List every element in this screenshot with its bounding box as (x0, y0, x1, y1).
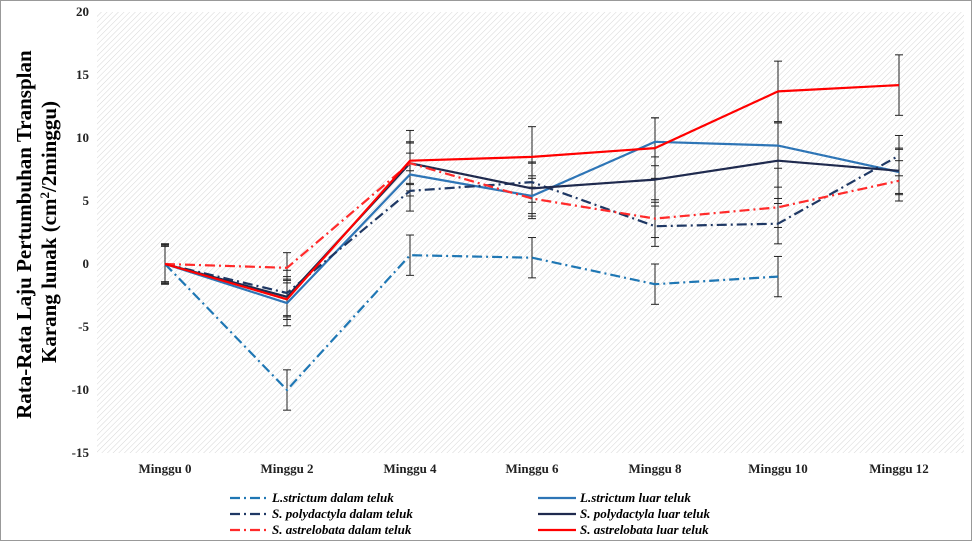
x-tick-label: Minggu 6 (505, 461, 559, 476)
series-line-5 (164, 162, 900, 269)
y-tick-label: -10 (72, 382, 89, 397)
legend: L.strictum dalam teluk L.strictum luar te… (230, 490, 711, 537)
y-tick-label: 20 (76, 4, 89, 19)
x-tick-label: Minggu 8 (628, 461, 682, 476)
y-axis-title-sup: 2 (37, 192, 52, 199)
y-tick-label: -5 (78, 319, 89, 334)
y-tick-label: 0 (83, 256, 90, 271)
series-line-4 (164, 159, 900, 298)
legend-label: S. astrelobata dalam teluk (272, 522, 412, 537)
x-tick-label: Minggu 2 (260, 461, 313, 476)
x-tick-label: Minggu 10 (748, 461, 808, 476)
y-tick-label: 5 (83, 193, 90, 208)
x-tick-label: Minggu 0 (138, 461, 191, 476)
legend-label: S. polydactyla luar teluk (580, 506, 711, 521)
legend-label: S. astrelobata luar teluk (580, 522, 709, 537)
legend-label: S. polydactyla dalam teluk (272, 506, 413, 521)
y-axis-title-line2-prefix: Karang lunak (cm (37, 198, 61, 363)
series-line-1 (164, 254, 779, 392)
legend-label: L.strictum luar teluk (579, 490, 691, 505)
x-tick-label: Minggu 4 (383, 461, 437, 476)
y-axis-title-line2: Karang lunak (cm2/2minggu) (37, 101, 61, 363)
y-axis-labels: -15 -10 -5 0 5 10 15 20 (72, 4, 90, 460)
y-tick-label: 10 (76, 130, 89, 145)
series-lines (164, 84, 900, 392)
legend-label: L.strictum dalam teluk (271, 490, 394, 505)
x-axis-labels: Minggu 0 Minggu 2 Minggu 4 Minggu 6 Minggu 8… (138, 461, 928, 476)
x-tick-label: Minggu 12 (869, 461, 929, 476)
series-line-3 (164, 154, 900, 295)
series-line-2 (164, 140, 900, 305)
y-axis-title-line1: Rata-Rata Laju Pertumbuhan Transplan (12, 50, 36, 419)
y-axis-title: Rata-Rata Laju Pertumbuhan Transplan Kar… (12, 45, 61, 419)
y-tick-label: 15 (76, 67, 90, 82)
plot-area (97, 12, 964, 453)
y-tick-label: -15 (72, 445, 90, 460)
series-line-6 (164, 84, 900, 301)
y-axis-title-line2-suffix: /2minggu) (37, 101, 61, 193)
